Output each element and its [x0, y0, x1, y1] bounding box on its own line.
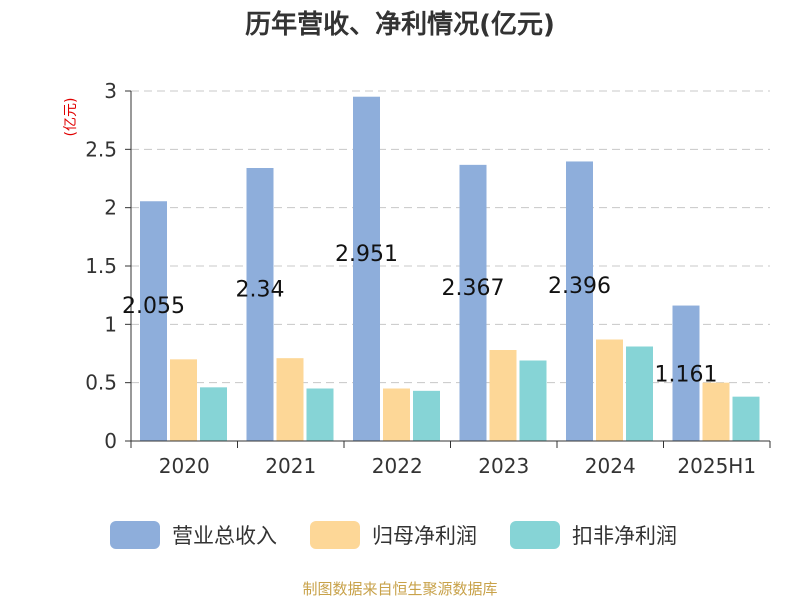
chart-title: 历年营收、净利情况(亿元): [245, 9, 555, 40]
bar-1-2025H1: [672, 305, 700, 441]
bar-1-2021: [246, 168, 274, 441]
bar-1-2023: [459, 164, 487, 441]
legend-label: 归母净利润: [372, 524, 477, 548]
data-label-2021: 2.34: [236, 278, 285, 303]
data-labels: 2.055 2.34 2.951 2.367 2.396 1.161: [122, 242, 717, 387]
bar-2-2025H1: [702, 382, 730, 441]
x-tick-label: 2021: [265, 454, 316, 478]
y-tick-label: 3: [104, 79, 117, 103]
y-tick-label: 2.5: [85, 137, 117, 161]
data-label-2025H1: 1.161: [655, 362, 718, 387]
legend-item-2: 归母净利润: [310, 521, 477, 549]
y-tick-label: 0.5: [85, 371, 117, 395]
data-label-2022: 2.951: [335, 242, 398, 267]
y-tick-label: 1.5: [85, 254, 117, 278]
gridlines: [131, 90, 770, 384]
axes: 0 0.5 1 1.5 2 2.5 3 2020 2021 2022 2023 2024 2025H1: [85, 79, 771, 478]
y-axis-unit: (亿元): [63, 98, 79, 137]
legend-item-3: 扣非净利润: [510, 521, 677, 549]
y-tick-label: 0: [104, 429, 117, 453]
y-tick-label: 1: [104, 312, 117, 336]
bar-2-2022: [383, 388, 410, 441]
data-label-2024: 2.396: [548, 274, 611, 299]
bar-3-2023: [519, 360, 547, 441]
y-tick-label: 2: [104, 196, 117, 220]
legend: 营业总收入 归母净利润 扣非净利润: [110, 521, 677, 549]
x-tick-label: 2023: [478, 454, 529, 478]
source-note: 制图数据来自恒生聚源数据库: [302, 580, 497, 598]
bar-3-2022: [413, 390, 440, 441]
bar-3-2021: [306, 388, 334, 441]
bar-1-2024: [566, 161, 593, 441]
bar-2-2023: [489, 350, 517, 441]
bar-3-2024: [626, 346, 653, 441]
bar-3-2020: [200, 387, 227, 441]
bar-2-2024: [596, 339, 623, 441]
x-tick-label: 2025H1: [677, 454, 756, 478]
bar-1-2022: [353, 96, 380, 441]
legend-swatch: [510, 521, 560, 549]
x-tick-label: 2024: [585, 454, 636, 478]
data-label-2023: 2.367: [442, 276, 505, 301]
legend-label: 营业总收入: [172, 524, 277, 548]
legend-swatch: [110, 521, 160, 549]
bar-1-2020: [140, 201, 167, 441]
data-label-2020: 2.055: [122, 294, 185, 319]
x-tick-label: 2020: [159, 454, 210, 478]
legend-swatch: [310, 521, 360, 549]
bar-2-2020: [170, 359, 197, 441]
bar-2-2021: [276, 358, 304, 441]
legend-label: 扣非净利润: [572, 524, 677, 548]
x-tick-label: 2022: [372, 454, 423, 478]
bar-3-2025H1: [732, 396, 760, 441]
legend-item-1: 营业总收入: [110, 521, 277, 549]
bars: [140, 96, 760, 441]
